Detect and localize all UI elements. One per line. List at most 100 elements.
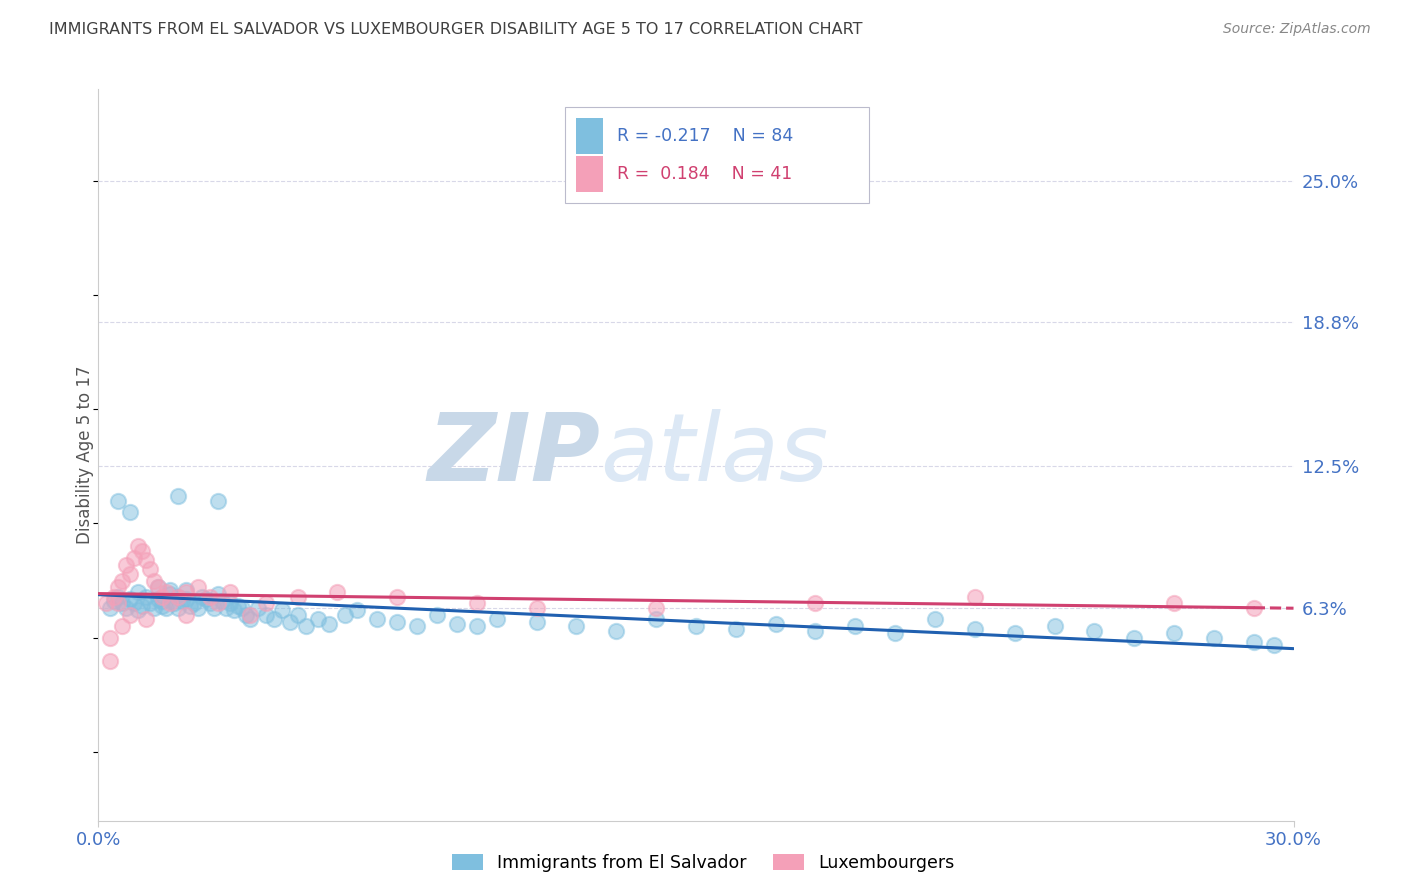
Point [385,615,409,629]
Point [98,601,122,615]
Point [191,590,214,604]
Point [1043,619,1066,633]
Point [335,607,357,622]
Point [148,591,170,606]
Point [107,590,129,604]
Point [187,601,209,615]
Point [115,558,138,572]
Point [159,582,181,597]
Point [446,617,468,632]
Point [139,597,162,611]
Point [167,590,190,604]
Point [187,581,209,595]
Point [884,626,907,640]
Point [103,594,125,608]
Point [111,597,134,611]
Point [120,566,142,581]
Point [963,590,986,604]
FancyBboxPatch shape [576,119,603,153]
Point [465,597,488,611]
Point [844,619,866,633]
Point [127,585,149,599]
Point [120,505,142,519]
Point [150,594,173,608]
Point [605,624,627,638]
Point [804,624,827,638]
Point [526,601,548,615]
Point [159,597,181,611]
Point [135,612,157,626]
Point [120,607,142,622]
Point [366,612,388,626]
Point [1123,631,1146,645]
Legend: Immigrants from El Salvador, Luxembourgers: Immigrants from El Salvador, Luxembourge… [446,847,960,879]
Point [155,585,177,599]
Point [235,607,257,622]
Point [1202,631,1225,645]
Point [254,607,277,622]
Point [167,601,190,615]
Point [385,590,409,604]
Point [1243,601,1265,615]
Point [239,612,262,626]
Point [111,574,134,588]
FancyBboxPatch shape [576,156,603,192]
Point [195,591,218,606]
Point [139,562,162,576]
Point [685,619,707,633]
Point [198,590,221,604]
Point [215,601,238,615]
Point [963,622,986,636]
Point [135,553,157,567]
FancyBboxPatch shape [565,108,869,202]
Point [131,599,153,613]
Point [198,597,221,611]
Point [406,619,429,633]
Point [150,590,173,604]
Point [202,601,225,615]
Point [127,539,149,553]
Point [645,612,668,626]
Point [207,597,229,611]
Text: IMMIGRANTS FROM EL SALVADOR VS LUXEMBOURGER DISABILITY AGE 5 TO 17 CORRELATION C: IMMIGRANTS FROM EL SALVADOR VS LUXEMBOUR… [49,22,863,37]
Point [485,612,508,626]
Point [426,607,449,622]
Point [246,601,269,615]
Point [222,603,245,617]
Point [150,599,173,613]
Point [1243,635,1265,649]
Point [98,631,122,645]
Point [167,590,190,604]
Point [1263,638,1285,652]
Point [346,603,368,617]
Point [148,581,170,595]
Point [183,597,205,611]
Point [924,612,946,626]
Point [115,601,138,615]
Text: atlas: atlas [600,409,828,500]
Point [211,594,233,608]
Point [111,619,134,633]
Point [172,594,194,608]
Point [159,587,181,601]
Point [207,493,229,508]
Y-axis label: Disability Age 5 to 17: Disability Age 5 to 17 [76,366,94,544]
Point [724,622,747,636]
Point [287,590,309,604]
Text: R = -0.217    N = 84: R = -0.217 N = 84 [617,127,793,145]
Point [231,601,253,615]
Point [107,581,129,595]
Point [565,619,588,633]
Point [263,612,285,626]
Point [103,590,125,604]
Point [174,585,197,599]
Point [107,493,129,508]
Point [107,597,129,611]
Point [287,607,309,622]
Point [307,612,329,626]
Text: Source: ZipAtlas.com: Source: ZipAtlas.com [1223,22,1371,37]
Point [1163,597,1185,611]
Point [1163,626,1185,640]
Point [179,599,201,613]
Point [765,617,787,632]
